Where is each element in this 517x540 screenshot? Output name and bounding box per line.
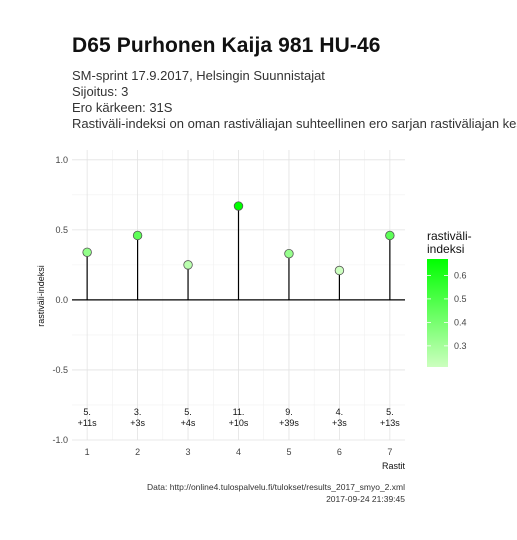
color-legend: rastiväli- indeksi 0.3 0.4 0.5 0.6 — [427, 229, 472, 367]
data-source-caption: Data: http://online4.tulospalvelu.fi/tul… — [147, 482, 405, 492]
y-tick-label: 0.5 — [55, 225, 68, 235]
subtitle-line-1: SM-sprint 17.9.2017, Helsingin Suunnista… — [72, 68, 325, 83]
control-rank-label: 4. — [336, 407, 344, 417]
control-rank-label: 9. — [285, 407, 293, 417]
control-diff-label: +4s — [181, 418, 196, 428]
y-tick-label: -0.5 — [52, 365, 68, 375]
page-title: D65 Purhonen Kaija 981 HU-46 — [72, 34, 381, 57]
control-diff-label: +3s — [332, 418, 347, 428]
lollipop-point — [233, 201, 244, 211]
control-diff-label: +39s — [279, 418, 299, 428]
x-tick-label: 7 — [387, 447, 392, 457]
x-axis-label: Rastit — [382, 461, 406, 471]
lollipop-point — [82, 247, 92, 257]
subtitle-line-3: Ero kärkeen: 31S — [72, 100, 173, 115]
x-tick-label: 3 — [186, 447, 191, 457]
legend-tick-label: 0.4 — [454, 317, 467, 327]
subtitle-line-4: Rastiväli-indeksi on oman rastiväliajan … — [72, 116, 517, 131]
lollipop-point — [183, 260, 193, 270]
legend-title-line-2: indeksi — [427, 242, 464, 256]
control-rank-label: 3. — [134, 407, 142, 417]
y-tick-label: 0.0 — [55, 295, 68, 305]
control-rank-label: 5. — [83, 407, 91, 417]
legend-ticks: 0.3 0.4 0.5 0.6 — [427, 270, 467, 351]
subtitle-line-2: Sijoitus: 3 — [72, 84, 129, 99]
y-axis-label: rastiväli-indeksi — [36, 265, 46, 327]
data-marks — [82, 201, 395, 300]
x-tick-labels: 1 2 3 4 5 6 7 — [85, 447, 393, 457]
legend-title-line-1: rastiväli- — [427, 229, 472, 243]
control-diff-label: +11s — [78, 418, 98, 428]
y-tick-label: 1.0 — [55, 155, 68, 165]
lollipop-point — [385, 230, 395, 241]
y-tick-label: -1.0 — [52, 435, 68, 445]
x-tick-label: 5 — [286, 447, 291, 457]
control-diff-label: +10s — [229, 418, 249, 428]
x-tick-label: 2 — [135, 447, 140, 457]
x-tick-label: 1 — [85, 447, 90, 457]
control-rank-label: 5. — [184, 407, 192, 417]
legend-tick-label: 0.3 — [454, 341, 467, 351]
lollipop-point — [334, 265, 345, 276]
control-rank-label: 11. — [233, 407, 245, 417]
legend-tick-label: 0.5 — [454, 294, 467, 304]
control-diff-label: +3s — [130, 418, 145, 428]
lollipop-point — [284, 248, 294, 259]
control-diff-label: +13s — [380, 418, 400, 428]
lollipop-point — [132, 230, 143, 241]
y-tick-labels: -1.0 -0.5 0.0 0.5 1.0 — [52, 155, 68, 445]
legend-color-bar — [427, 259, 448, 367]
x-tick-label: 6 — [337, 447, 342, 457]
legend-tick-label: 0.6 — [454, 270, 467, 280]
control-rank-label: 5. — [386, 407, 394, 417]
timestamp-caption: 2017-09-24 21:39:45 — [326, 494, 405, 504]
x-tick-label: 4 — [236, 447, 241, 457]
